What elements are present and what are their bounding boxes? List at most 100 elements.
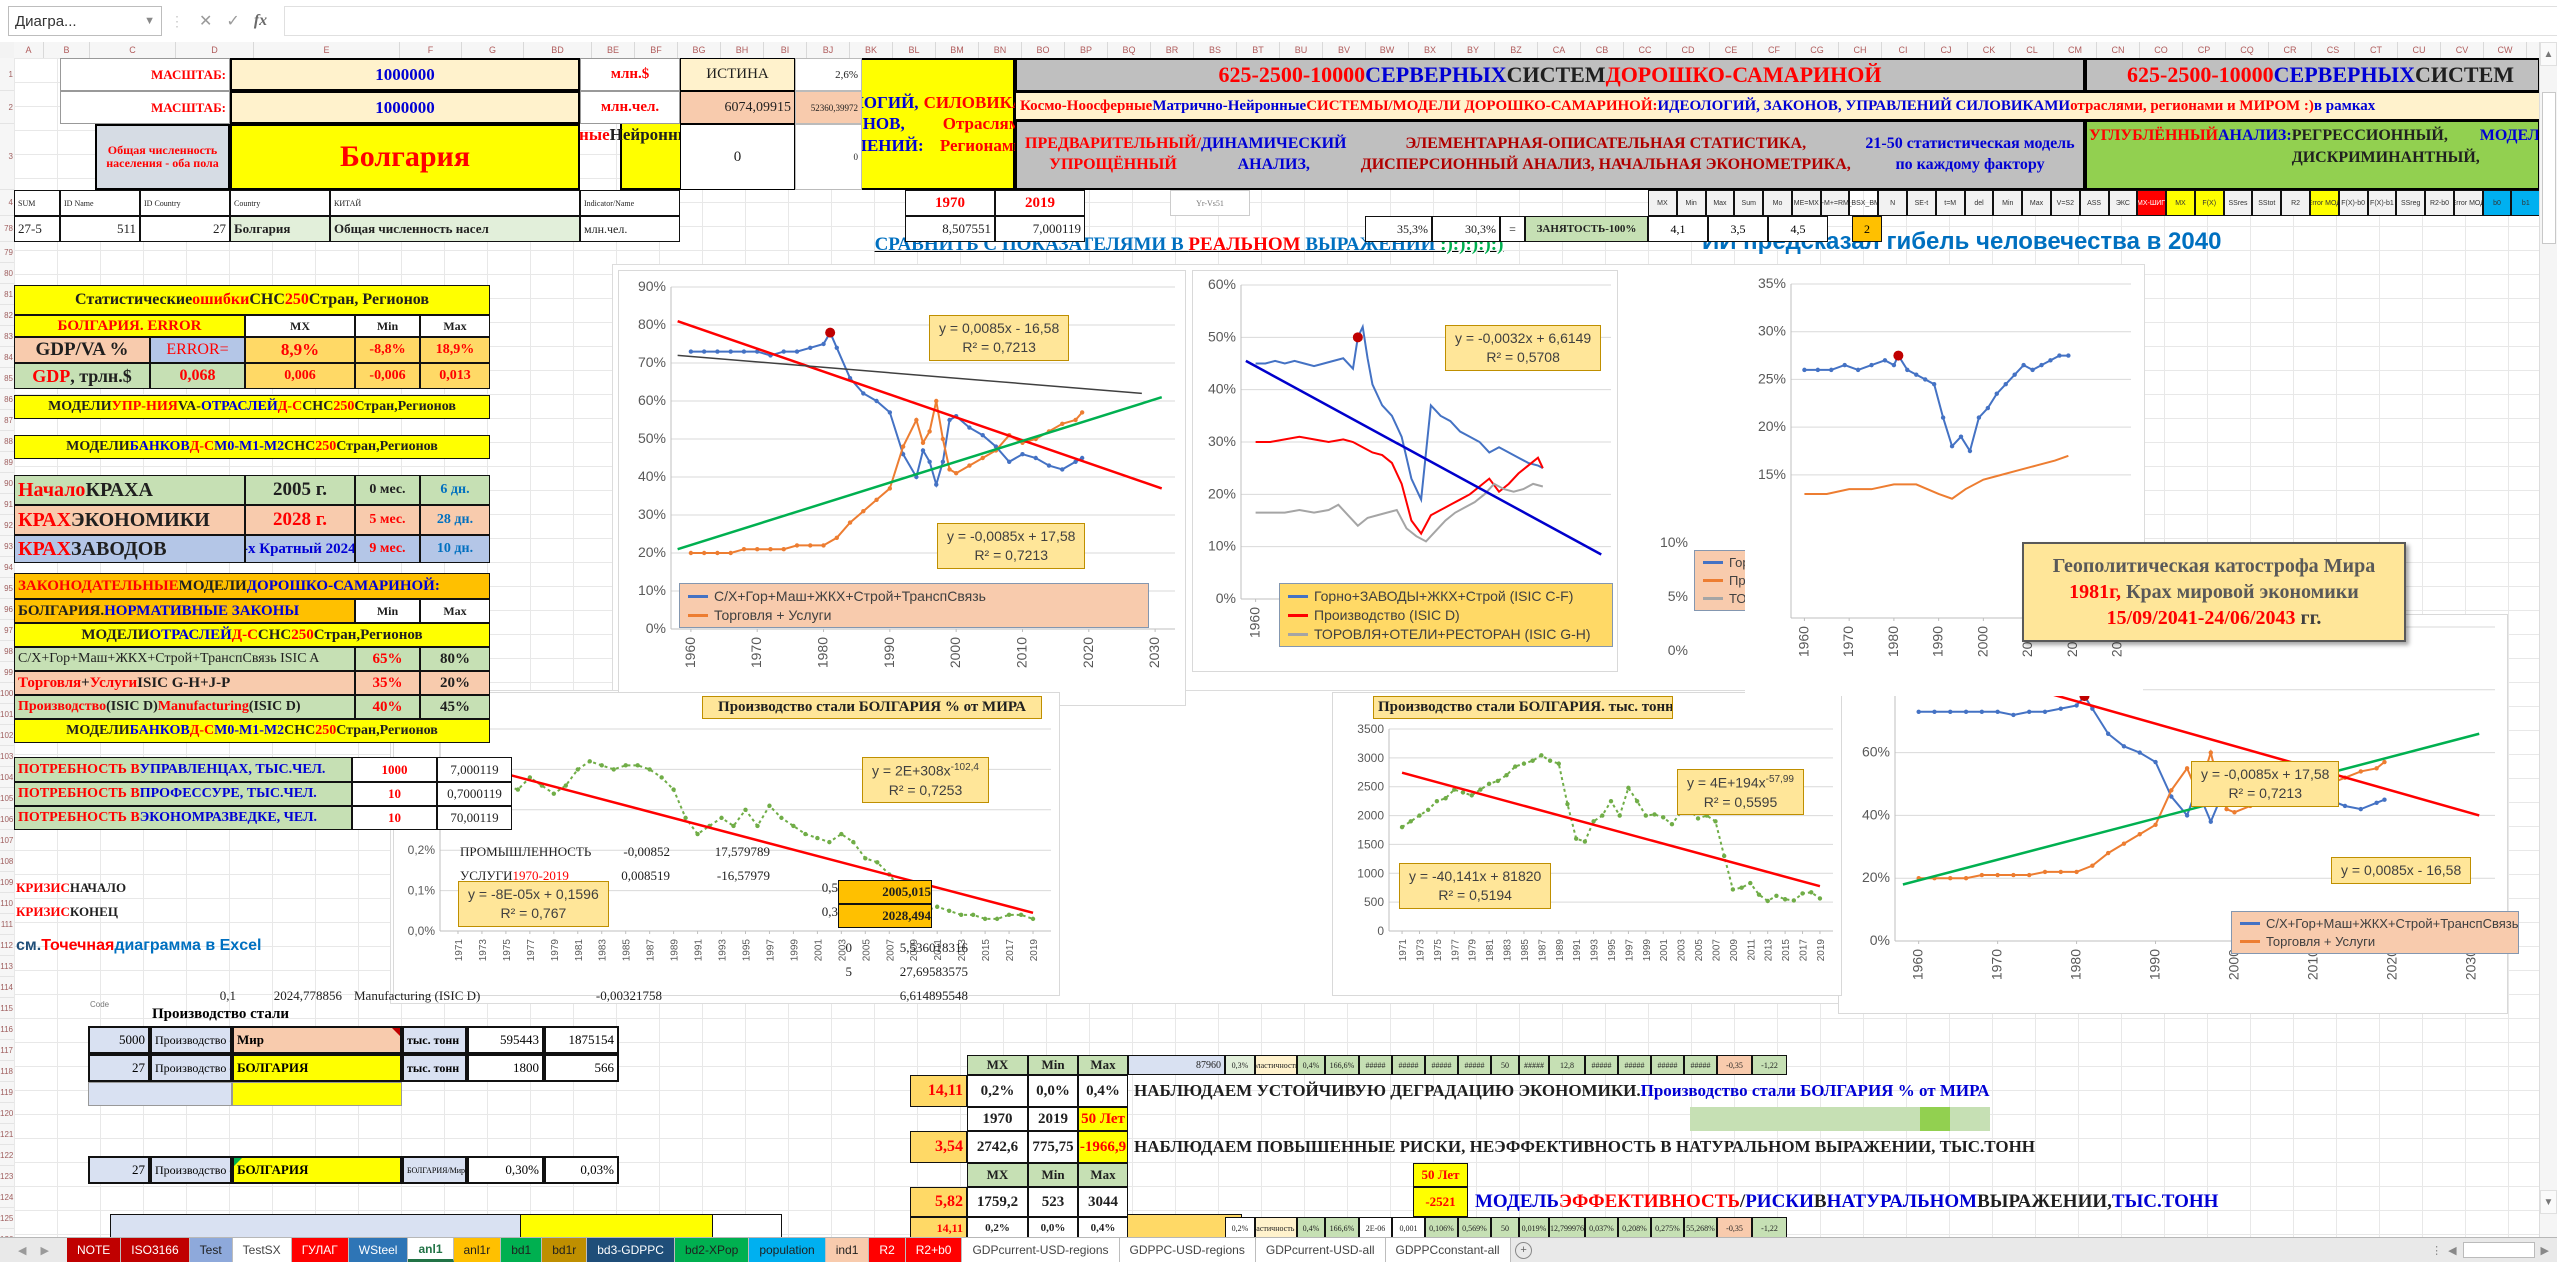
column-header[interactable]: BG — [678, 42, 721, 58]
row-header[interactable]: 91 — [0, 494, 14, 515]
sheet-tab-r2+b0[interactable]: R2+b0 — [905, 1238, 963, 1262]
analysis-cell[interactable]: ##### — [1425, 1055, 1458, 1075]
cell[interactable]: 2,6% — [795, 58, 862, 91]
float-cell[interactable]: КРИЗИС НАЧАЛО — [16, 880, 127, 895]
float-cell[interactable]: -0,00321758 — [595, 988, 662, 1003]
table-cell[interactable]: 18,9% — [420, 337, 490, 363]
row-header[interactable]: 98 — [0, 641, 14, 662]
stats-header-cell[interactable]: МХ-ШИП — [2137, 190, 2167, 216]
float-cell[interactable]: 0 — [845, 940, 853, 955]
analysis-cell[interactable]: Min — [1028, 1055, 1078, 1075]
table-cell[interactable]: МОДЕЛИ БАНКОВ Д-С M0-M1-M2 СНС 250 Стран… — [14, 719, 490, 743]
analysis-cell[interactable]: -0,35 — [1717, 1055, 1752, 1075]
sheet-tab-iso3166[interactable]: ISO3166 — [121, 1238, 190, 1262]
row-header[interactable]: 86 — [0, 389, 14, 410]
table-cell[interactable]: КРАХ ЗАВОДОВ — [14, 535, 245, 563]
table-cell[interactable]: 2005 г. — [245, 475, 355, 505]
hscroll-left-icon[interactable]: ◀ — [2448, 1244, 2457, 1257]
table-cell[interactable]: 35% — [355, 671, 420, 695]
stats-header-cell[interactable]: Мо — [1763, 190, 1792, 216]
column-header[interactable]: CS — [2312, 42, 2355, 58]
table-cell[interactable]: 80% — [420, 647, 490, 671]
float-cell[interactable]: 2024,778856 — [273, 988, 342, 1003]
row-header[interactable]: 106 — [0, 809, 14, 830]
table-cell[interactable]: 20% — [420, 671, 490, 695]
sheet-tab-testsx[interactable]: TestSX — [232, 1238, 292, 1262]
stats-header-cell[interactable]: МХ — [2166, 190, 2195, 216]
column-header[interactable]: BO — [1022, 42, 1065, 58]
row-header[interactable]: 119 — [0, 1082, 14, 1103]
analysis-cell[interactable]: 2E-06 — [1359, 1217, 1392, 1238]
float-cell[interactable]: 5,536018316 — [899, 940, 968, 955]
steel-cell[interactable]: тыс. тонн — [402, 1054, 467, 1082]
analysis-cell[interactable]: 3,54 — [910, 1131, 967, 1163]
column-header[interactable]: CL — [2011, 42, 2054, 58]
column-header[interactable]: BL — [893, 42, 936, 58]
cell[interactable]: млн.чел. — [580, 91, 680, 124]
table-cell[interactable]: 65% — [355, 647, 420, 671]
float-cell[interactable]: 2005,015 — [838, 880, 932, 904]
analysis-cell[interactable]: Max — [1078, 1055, 1128, 1075]
column-header[interactable]: CO — [2140, 42, 2183, 58]
row-header[interactable]: 121 — [0, 1124, 14, 1145]
row-headers[interactable]: 1 2 3 4 78 79 80 81 82 83 84 85 86 87 88 89 90 91 92 93 94 95… — [0, 58, 15, 1238]
table-cell[interactable]: 10 — [352, 806, 437, 830]
analysis-cell[interactable]: 0,2% — [967, 1217, 1028, 1238]
table-cell[interactable]: ПОТРЕБНОСТЬ В УПРАВЛЕНЦАХ, ТЫС.ЧЕЛ. — [14, 757, 352, 782]
sheet-tab-anl1r[interactable]: anl1r — [453, 1238, 502, 1262]
cell[interactable]: ЗАНЯТОСТЬ-100% — [1525, 216, 1648, 242]
float-cell[interactable]: -16,57979 — [716, 868, 770, 883]
cell[interactable]: 0 — [795, 124, 862, 190]
analysis-cell[interactable]: ##### — [1651, 1055, 1684, 1075]
row-header[interactable]: 82 — [0, 305, 14, 326]
analysis-cell[interactable]: 2019 — [1028, 1107, 1078, 1131]
analysis-cell[interactable]: 50 Лет — [1078, 1107, 1128, 1131]
cell[interactable]: 7,000119 — [995, 216, 1085, 242]
chart-c1[interactable]: 0% 10% 20% 30% 40% 50% 60% 70% 80% 90% 1960 1970 198… — [618, 270, 1186, 706]
cell[interactable]: Общая численность насел — [330, 216, 580, 242]
steel-cell[interactable]: Производство ст — [150, 1156, 232, 1184]
stats-header-cell[interactable]: V=S2 — [2050, 190, 2080, 216]
stats-header-cell[interactable]: del — [1964, 190, 1994, 216]
row-header[interactable]: 101 — [0, 704, 14, 725]
table-cell[interactable]: БОЛГАРИЯ. ERROR — [14, 315, 245, 337]
column-header[interactable]: BH — [721, 42, 764, 58]
analysis-cell[interactable]: 1759,2 — [967, 1187, 1028, 1217]
steel-cell[interactable]: БОЛГАРИЯ/Мир — [402, 1156, 467, 1184]
stats-header-cell[interactable]: DX_BSX_BMinS — [1849, 190, 1879, 216]
float-cell[interactable]: 2028,494 — [838, 904, 932, 928]
stats-header-cell[interactable]: Sum — [1734, 190, 1764, 216]
analysis-cell[interactable]: 14,11 — [910, 1217, 967, 1238]
row-header[interactable]: 115 — [0, 998, 14, 1019]
sheet-tab-gdppc-usd-regions[interactable]: GDPPC-USD-regions — [1119, 1238, 1256, 1262]
sheet-tab-note[interactable]: NOTE — [66, 1238, 122, 1262]
sheet-tab-population[interactable]: population — [749, 1238, 826, 1262]
steel-cell[interactable]: 1800 — [467, 1054, 544, 1082]
column-header[interactable]: A — [14, 42, 44, 58]
chart-c2[interactable]: 0%10%20%30%40%50%60%19601970198019902000… — [1192, 270, 1618, 672]
row-header[interactable]: 4 — [0, 190, 14, 216]
row-header[interactable]: 90 — [0, 473, 14, 494]
row-header[interactable]: 116 — [0, 1019, 14, 1040]
steel-cell[interactable]: Производство ст — [150, 1026, 232, 1054]
analysis-cell[interactable]: 0,4% — [1297, 1055, 1325, 1075]
row-header[interactable]: 112 — [0, 935, 14, 956]
stats-value-cell[interactable]: 2 — [1852, 216, 1882, 242]
scroll-thumb[interactable] — [2542, 92, 2556, 244]
row-header[interactable]: 103 — [0, 746, 14, 767]
float-cell[interactable]: Manufacturing (ISIC D) — [354, 988, 481, 1003]
column-header[interactable]: CM — [2054, 42, 2097, 58]
row-header[interactable]: 124 — [0, 1187, 14, 1208]
column-header[interactable]: CI — [1882, 42, 1925, 58]
cell[interactable]: ID Name — [60, 190, 140, 216]
column-header[interactable]: CE — [1710, 42, 1753, 58]
sheet-tab-wsteel[interactable]: WSteel — [348, 1238, 409, 1262]
float-cell[interactable]: 5 — [845, 964, 853, 979]
sheet-tab-bd3-gdppc[interactable]: bd3-GDPPC — [587, 1238, 675, 1262]
column-header[interactable]: BZ — [1495, 42, 1538, 58]
hscroll-right-icon[interactable]: ▶ — [2540, 1244, 2549, 1257]
chart-c6[interactable]: 0%20%40%60%80%100%1960197019801990200020… — [1838, 614, 2519, 1014]
column-header[interactable]: CG — [1796, 42, 1839, 58]
cell[interactable]: МАСШТАБ: — [60, 91, 230, 124]
stats-value-cell[interactable]: 3,5 — [1708, 216, 1768, 242]
